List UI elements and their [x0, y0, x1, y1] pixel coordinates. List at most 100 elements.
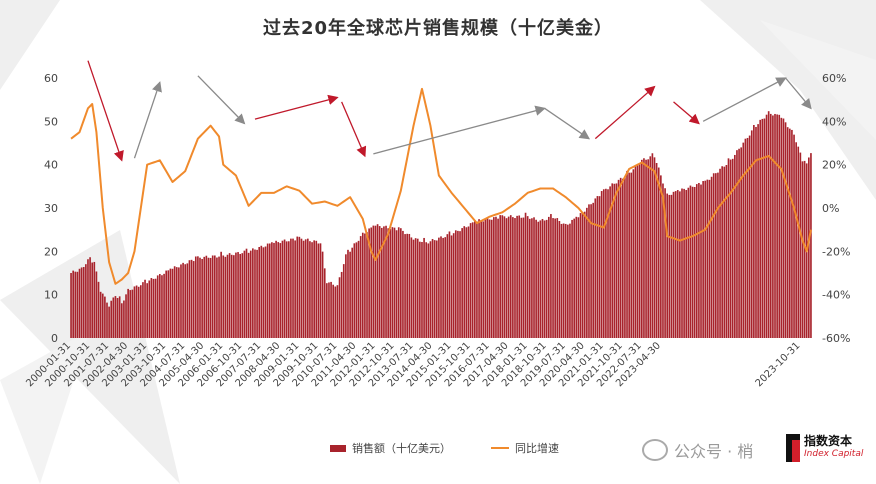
sales-bar — [378, 226, 381, 338]
sales-bar — [281, 240, 284, 338]
sales-bar — [167, 270, 170, 338]
sales-bar — [634, 165, 637, 338]
sales-bar — [395, 230, 398, 338]
sales-bar — [345, 254, 347, 338]
sales-bar — [279, 243, 282, 338]
sales-bar — [357, 240, 360, 338]
sales-bar — [252, 248, 254, 338]
sales-bar — [125, 294, 127, 338]
legend-swatch-line — [491, 447, 509, 449]
sales-bar — [89, 257, 91, 338]
sales-bar — [550, 214, 552, 338]
sales-bar — [808, 157, 810, 338]
sales-bar — [497, 218, 499, 338]
sales-bar — [784, 122, 787, 338]
sales-bar — [406, 233, 408, 338]
sales-bar — [178, 267, 180, 338]
sales-bar — [586, 207, 588, 338]
sales-bar — [588, 204, 590, 338]
sales-bar — [615, 183, 618, 338]
sales-bar — [431, 238, 434, 338]
sales-bar — [507, 216, 510, 338]
sales-bar — [114, 296, 117, 338]
sales-bar — [294, 240, 296, 338]
y2-tick-label: -20% — [822, 245, 850, 258]
sales-bar — [628, 172, 630, 338]
sales-bar — [338, 277, 341, 338]
texture-shape — [760, 20, 876, 140]
sales-bar — [454, 230, 457, 338]
sales-bar — [368, 228, 370, 338]
sales-bar — [137, 286, 140, 338]
sales-bar — [142, 282, 144, 338]
sales-bar — [484, 219, 487, 338]
sales-bar — [275, 240, 277, 338]
sales-bar — [222, 255, 225, 338]
sales-bar — [653, 157, 656, 338]
sales-bar — [163, 273, 165, 338]
sales-bar — [465, 227, 468, 338]
sales-bar — [235, 252, 237, 338]
sales-bar — [679, 191, 681, 338]
sales-bar — [499, 215, 502, 338]
sales-bar — [706, 179, 709, 338]
sales-bar — [750, 130, 753, 338]
trend-arrow-red — [87, 60, 124, 162]
sales-bar — [266, 243, 269, 338]
trend-arrow-gray — [133, 81, 162, 159]
sales-bar — [518, 215, 521, 338]
sales-bar — [594, 198, 597, 338]
y-axis-right: -60% -40% -20% 0% 20% 40% 60% — [822, 72, 850, 345]
sales-bar — [526, 216, 529, 338]
sales-bar — [256, 249, 258, 338]
sales-bar — [478, 219, 480, 338]
sales-bar — [602, 189, 605, 338]
sales-bar — [782, 118, 785, 339]
trend-arrow-gray — [373, 105, 546, 155]
sales-bar — [664, 188, 666, 338]
sales-bar — [91, 262, 94, 338]
yoy-line — [70, 87, 812, 285]
sales-bar — [213, 255, 216, 338]
sales-bar — [626, 170, 628, 338]
sales-bar — [425, 242, 428, 338]
y-tick-label: 50 — [44, 115, 58, 128]
sales-bar — [156, 275, 159, 338]
sales-bar — [323, 268, 326, 338]
sales-bar — [120, 303, 123, 338]
sales-bar — [545, 219, 548, 338]
sales-bar — [731, 158, 734, 338]
sales-bar — [757, 124, 759, 339]
sales-bar — [302, 240, 305, 338]
sales-bar — [247, 252, 250, 338]
sales-bar — [598, 196, 601, 338]
trend-arrows — [87, 60, 812, 162]
sales-bar — [780, 117, 783, 338]
y2-tick-label: 20% — [822, 159, 846, 172]
sales-bar — [552, 218, 554, 338]
sales-bar — [258, 246, 261, 338]
sales-bar — [772, 115, 774, 338]
y-tick-label: 10 — [44, 289, 58, 302]
sales-bar — [353, 243, 356, 338]
sales-bar — [268, 243, 271, 338]
sales-bar — [150, 278, 153, 338]
sales-bar — [205, 255, 208, 338]
sales-bar — [361, 232, 364, 338]
sales-bar — [761, 118, 764, 338]
sales-bar — [85, 264, 87, 338]
sales-bar — [374, 225, 377, 338]
y2-tick-label: -40% — [822, 289, 850, 302]
sales-bar — [543, 220, 546, 338]
sales-bar — [611, 183, 614, 338]
sales-bar — [97, 281, 100, 338]
sales-bar — [410, 237, 413, 338]
sales-bar — [636, 164, 639, 338]
sales-bar — [332, 284, 335, 338]
sales-bar — [482, 221, 485, 338]
sales-bar — [725, 165, 728, 338]
sales-bar — [319, 243, 322, 338]
sales-bar — [801, 161, 804, 338]
watermark: 公众号 · 梢 — [642, 438, 753, 462]
sales-bar — [668, 194, 671, 338]
